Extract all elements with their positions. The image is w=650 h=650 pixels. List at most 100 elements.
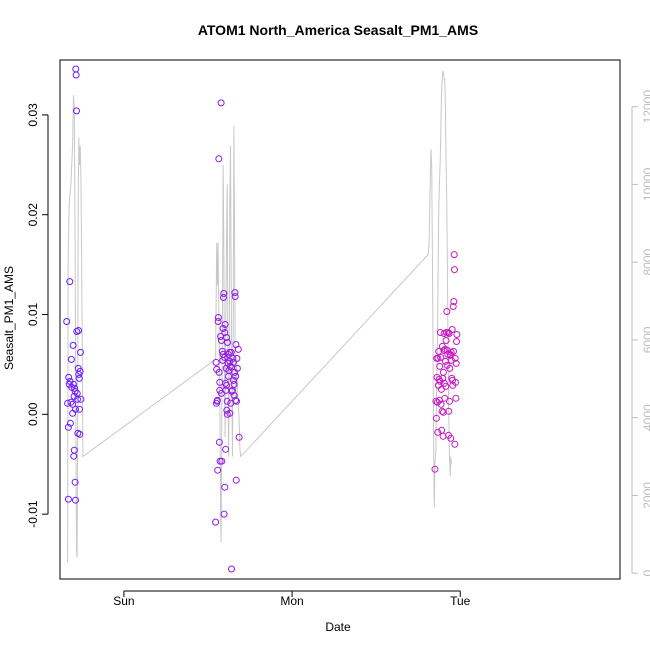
data-point [70,380,77,388]
data-point [213,396,221,404]
data-point [436,362,444,370]
data-point [63,318,71,325]
data-point [221,483,229,491]
data-point [77,395,85,403]
data-point [233,354,241,362]
data-point [232,372,240,380]
data-point [452,394,460,402]
data-point [215,438,223,446]
data-point [67,398,75,406]
data-point [229,358,237,366]
data-point [228,363,235,371]
data-point [439,368,447,376]
data-point [435,347,443,355]
data-point [231,289,239,297]
y-tick-label: -0.01 [26,500,40,528]
data-point [450,298,458,305]
data-point [217,99,225,107]
data-point [218,457,226,465]
data-point [221,321,229,328]
data-point [76,405,83,413]
data-point [70,392,78,400]
data-point [230,391,238,399]
y-tick-label: 0.01 [26,303,40,327]
data-point [223,334,230,341]
data-point [67,355,75,363]
y2-tick-label: 0 [641,570,650,577]
data-point [442,337,450,344]
data-point [64,399,72,407]
data-point [223,381,230,389]
data-point [69,409,77,417]
secondary-line-series [66,71,452,562]
data-point [64,495,72,503]
data-point [432,414,440,422]
data-point [230,376,237,384]
data-point [65,373,73,381]
data-point [447,434,455,442]
data-point [443,308,451,315]
data-point [440,346,448,354]
data-point [75,327,82,334]
x-tick-label: Mon [280,594,303,608]
data-point [451,354,459,362]
data-point [437,400,445,408]
data-point [452,359,460,367]
data-point [439,408,447,416]
data-point [72,71,80,79]
data-point [230,380,238,388]
data-point [220,510,228,518]
y-tick-label: 0.03 [26,103,40,127]
data-point [71,478,79,486]
data-point [217,337,225,344]
y2-tick-label: 10000 [641,167,650,201]
data-point [446,364,454,372]
data-point [76,367,84,375]
data-point [232,476,240,484]
data-point [72,496,79,504]
data-point [431,465,439,473]
data-point [231,293,239,300]
data-point [224,339,231,346]
data-point [216,386,224,394]
data-point [71,387,79,395]
data-point [446,397,453,405]
data-point [232,396,240,404]
data-point [234,345,242,353]
data-point [434,428,442,436]
data-point [69,400,77,408]
data-point [214,466,222,474]
data-point [452,378,459,386]
data-point [214,314,222,321]
data-point [70,446,78,454]
data-point [450,347,457,355]
data-point [218,347,226,355]
y2-tick-label: 2000 [641,482,650,509]
data-point [438,407,446,415]
data-point [437,385,445,393]
data-point [75,374,83,382]
data-point [437,353,445,361]
y2-tick-label: 6000 [641,326,650,353]
y2-tick-label: 8000 [641,248,650,275]
data-point [449,303,457,310]
data-point [453,331,461,338]
data-point [451,440,459,448]
plot-frame [59,59,621,580]
data-point [228,565,235,573]
data-point [222,445,230,453]
data-point [432,397,440,405]
data-point [72,65,80,73]
data-point [214,318,222,325]
data-point [223,410,231,418]
data-point [220,294,227,301]
data-point [451,266,458,274]
secondary-series-line [66,71,452,562]
data-point [221,329,229,336]
y-tick-label: 0.02 [26,203,40,227]
y2-tick-label: 4000 [641,404,650,431]
x-tick-label: Tue [450,594,471,608]
x-axis-label: Date [325,620,351,634]
data-point [215,368,223,376]
